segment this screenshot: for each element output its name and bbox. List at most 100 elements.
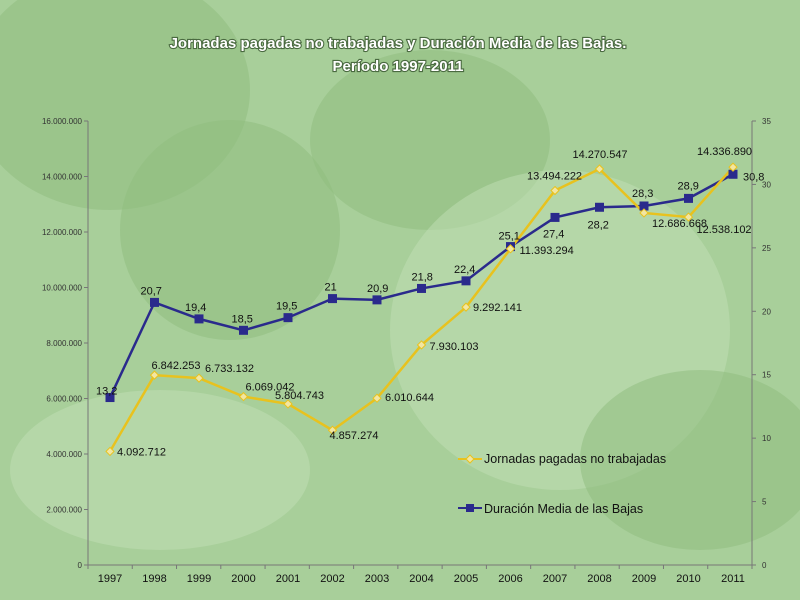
duracion-point bbox=[461, 276, 471, 286]
y-right-tick-label: 15 bbox=[762, 371, 771, 380]
duracion-point bbox=[728, 169, 738, 179]
series-lines bbox=[105, 162, 738, 457]
jornadas-point bbox=[683, 212, 694, 222]
jornadas-point bbox=[105, 446, 115, 457]
duracion-data-label: 20,7 bbox=[141, 285, 162, 297]
jornadas-data-label: 12.538.102 bbox=[697, 224, 752, 236]
jornadas-data-label: 7.930.103 bbox=[430, 341, 479, 353]
jornadas-data-label: 5.804.743 bbox=[275, 390, 324, 402]
y-left-tick-label: 12.000.000 bbox=[42, 228, 83, 237]
duracion-data-label: 27,4 bbox=[543, 228, 564, 240]
legend-label-duracion: Duración Media de las Bajas bbox=[484, 502, 643, 516]
legend-marker-jornadas bbox=[465, 454, 475, 464]
duracion-data-label: 30,8 bbox=[743, 171, 764, 183]
y-right-tick-label: 0 bbox=[762, 561, 767, 570]
legend-marker-duracion bbox=[466, 504, 474, 512]
duracion-point bbox=[595, 202, 604, 212]
y-left-tick-label: 6.000.000 bbox=[46, 395, 82, 404]
jornadas-point bbox=[372, 393, 382, 403]
x-tick-label: 2005 bbox=[454, 573, 478, 585]
duracion-point bbox=[372, 295, 382, 305]
axes: 0 2.000.000 4.000.000 6.000.000 8.000.000 10.… bbox=[42, 117, 771, 585]
x-tick-label: 1998 bbox=[142, 573, 166, 585]
jornadas-data-label: 13.494.222 bbox=[527, 171, 582, 183]
y-left-tick-label: 0 bbox=[78, 561, 83, 570]
jornadas-data-label: 4.092.712 bbox=[117, 446, 166, 458]
y-right-tick-label: 5 bbox=[762, 498, 767, 507]
jornadas-data-label: 6.010.644 bbox=[385, 392, 434, 404]
x-tick-label: 1997 bbox=[98, 573, 122, 585]
jornadas-point bbox=[461, 302, 471, 312]
x-tick-label: 2011 bbox=[721, 573, 745, 585]
jornadas-point bbox=[194, 373, 204, 383]
duracion-point bbox=[417, 283, 426, 293]
x-tick-label: 2004 bbox=[409, 573, 433, 585]
duracion-data-label: 13,2 bbox=[96, 386, 117, 398]
jornadas-data-label: 4.857.274 bbox=[330, 430, 379, 442]
jornadas-point bbox=[416, 340, 427, 350]
jornadas-data-label: 6.733.132 bbox=[205, 363, 254, 375]
duracion-point bbox=[283, 313, 293, 323]
x-tick-label: 2010 bbox=[676, 573, 700, 585]
y-right-tick-label: 30 bbox=[762, 180, 771, 189]
jornadas-point bbox=[594, 164, 605, 174]
x-tick-label: 2009 bbox=[632, 573, 656, 585]
x-tick-label: 2002 bbox=[320, 573, 344, 585]
jornadas-point bbox=[149, 370, 160, 380]
data-labels: 4.092.712 6.842.253 6.733.132 6.069.0425.80… bbox=[96, 146, 764, 458]
duracion-data-label: 18,5 bbox=[232, 313, 253, 325]
x-tick-label: 2001 bbox=[276, 573, 300, 585]
y-right-tick-label: 20 bbox=[762, 307, 771, 316]
duracion-data-label: 28,9 bbox=[678, 180, 699, 192]
duracion-point bbox=[150, 297, 159, 307]
chart-subtitle: Período 1997-2011 bbox=[333, 58, 464, 75]
y-left-tick-label: 8.000.000 bbox=[46, 339, 82, 348]
jornadas-point bbox=[238, 391, 249, 402]
duracion-point bbox=[684, 193, 693, 203]
y-left-tick-label: 16.000.000 bbox=[42, 117, 83, 126]
duracion-data-label: 19,4 bbox=[185, 302, 206, 314]
jornadas-data-label: 9.292.141 bbox=[473, 302, 522, 314]
jornadas-data-label: 14.270.547 bbox=[573, 149, 628, 161]
y-left-tick-label: 4.000.000 bbox=[46, 450, 82, 459]
duracion-point bbox=[328, 294, 337, 304]
duracion-data-label: 21 bbox=[325, 282, 337, 294]
duracion-data-label: 28,2 bbox=[588, 219, 609, 231]
x-tick-label: 2000 bbox=[231, 573, 255, 585]
legend-label-jornadas: Jornadas pagadas no trabajadas bbox=[484, 452, 666, 466]
x-tick-label: 2003 bbox=[365, 573, 389, 585]
y-left-tick-label: 14.000.000 bbox=[42, 173, 83, 182]
y-right-tick-label: 10 bbox=[762, 434, 771, 443]
jornadas-data-label: 14.336.890 bbox=[697, 146, 752, 158]
legend: Jornadas pagadas no trabajadas Duración … bbox=[458, 452, 666, 516]
duracion-data-label: 22,4 bbox=[454, 264, 475, 276]
x-tick-label: 2006 bbox=[498, 573, 522, 585]
jornadas-data-label: 6.842.253 bbox=[152, 360, 201, 372]
jornadas-point bbox=[550, 185, 560, 196]
duracion-data-label: 21,8 bbox=[412, 271, 433, 283]
duracion-point bbox=[105, 393, 115, 403]
jornadas-data-label: 11.393.294 bbox=[520, 245, 574, 257]
duracion-point bbox=[550, 212, 560, 222]
duracion-data-label: 28,3 bbox=[632, 188, 653, 200]
y-right-tick-label: 25 bbox=[762, 244, 771, 253]
x-tick-label: 2008 bbox=[587, 573, 611, 585]
duracion-data-label: 25,1 bbox=[499, 231, 520, 243]
x-tick-label: 2007 bbox=[543, 573, 567, 585]
jornadas-point bbox=[283, 399, 293, 409]
duracion-point bbox=[239, 325, 248, 335]
duracion-point bbox=[194, 314, 204, 324]
jornadas-point bbox=[728, 162, 738, 172]
x-tick-label: 1999 bbox=[187, 573, 211, 585]
jornadas-data-label: 12.686.668 bbox=[652, 218, 707, 230]
chart-title: Jornadas pagadas no trabajadas y Duració… bbox=[170, 35, 627, 52]
duracion-data-label: 19,5 bbox=[276, 301, 297, 313]
jornadas-point bbox=[327, 425, 338, 435]
y-left-tick-label: 10.000.000 bbox=[42, 284, 83, 293]
jornadas-data-label: 6.069.042 bbox=[246, 382, 295, 394]
y-right-tick-label: 35 bbox=[762, 117, 771, 126]
duracion-data-label: 20,9 bbox=[367, 283, 388, 295]
duracion-point bbox=[639, 201, 649, 211]
